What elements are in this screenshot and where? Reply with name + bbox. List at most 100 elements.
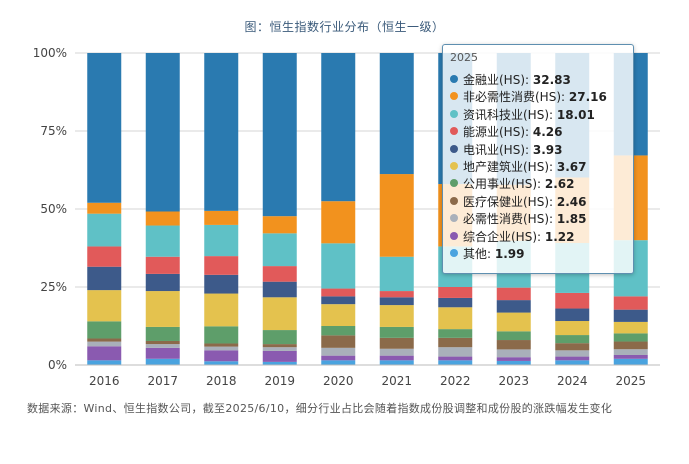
bar-segment (496, 357, 531, 361)
bar-segment (555, 335, 590, 344)
bar-segment (496, 360, 531, 365)
bar-segment (204, 361, 239, 365)
bar-segment (145, 256, 180, 274)
bar-segment (262, 297, 297, 331)
bar-segment (613, 349, 648, 355)
tooltip-label: 必需性消费(HS): (463, 212, 557, 227)
tooltip-value: 2.62 (544, 177, 575, 192)
bar-segment (321, 201, 356, 244)
bar-segment (262, 350, 297, 362)
legend-dot-icon (450, 214, 458, 223)
legend-dot-icon (450, 75, 458, 83)
bar-segment (87, 290, 122, 322)
tooltip-value: 4.26 (532, 125, 563, 140)
bar-segment (321, 326, 356, 336)
tooltip-row: 医疗保健业(HS): 2.46 (450, 193, 586, 210)
bar-segment (204, 350, 239, 362)
bar-segment (379, 256, 414, 292)
bar-segment (496, 349, 531, 358)
tooltip-row: 必需性消费(HS): 1.85 (450, 210, 586, 227)
bar-segment (145, 53, 180, 212)
source-footnote: 数据来源：Wind、恒生指数公司，截至2025/6/10，细分行业占比会随着指数… (27, 402, 613, 415)
bar-segment (438, 360, 473, 365)
tooltip-label: 金融业(HS): (463, 73, 533, 87)
bar-segment (379, 297, 414, 306)
bar-segment (438, 347, 473, 357)
bar-segment (321, 347, 356, 356)
bar-segment (321, 355, 356, 361)
x-tick-label: 2021 (381, 374, 412, 388)
tooltip-value: 27.16 (568, 90, 607, 105)
bar-segment (204, 326, 239, 344)
tooltip-row: 能源业(HS): 4.26 (450, 123, 562, 140)
bar-segment (555, 360, 590, 365)
bar-segment (145, 340, 180, 345)
bar-segment (321, 335, 356, 348)
tooltip-value: 2.46 (556, 194, 587, 209)
bar-segment (379, 305, 414, 327)
bar-segment (262, 53, 297, 217)
y-tick-label: 0% (48, 358, 67, 372)
tooltip-title: 2025 (450, 51, 478, 64)
bar-segment (321, 243, 356, 289)
tooltip-label: 公用事业(HS): (463, 177, 545, 192)
bar-segment (87, 338, 122, 342)
bar-segment (613, 333, 648, 342)
tooltip-row: 综合企业(HS): 1.22 (450, 228, 574, 245)
bar-segment (438, 287, 473, 298)
bar-segment (87, 360, 122, 365)
x-tick-label: 2025 (615, 374, 646, 388)
bar-segment (321, 360, 356, 365)
tooltip-row: 资讯科技业(HS): 18.01 (450, 106, 595, 123)
bar-segment (87, 246, 122, 267)
bar-segment (87, 53, 122, 203)
x-tick-label: 2017 (147, 374, 178, 388)
bar-segment (87, 266, 122, 291)
bar-segment (613, 358, 648, 365)
tooltip-value: 1.22 (544, 229, 575, 244)
tooltip-label: 综合企业(HS): (463, 229, 545, 244)
bar-segment (87, 341, 122, 347)
bar-segment (204, 346, 239, 351)
bar-segment (145, 347, 180, 359)
bar-segment (262, 361, 297, 365)
tooltip-row: 地产建筑业(HS): 3.67 (450, 158, 586, 175)
y-tick-label: 75% (40, 124, 67, 138)
chart-title: 图：恒生指数行业分布（恒生一级） (244, 20, 445, 34)
bar-segment (262, 216, 297, 234)
x-tick-label: 2022 (440, 374, 471, 388)
bar-segment (438, 356, 473, 361)
x-tick-label: 2019 (264, 374, 295, 388)
bar-segment (438, 307, 473, 330)
tooltip-row: 金融业(HS): 32.83 (450, 71, 571, 88)
tooltip-label: 能源业(HS): (463, 125, 533, 140)
bar-segment (204, 210, 239, 225)
bar-segment (262, 344, 297, 348)
tooltip-value: 32.83 (532, 73, 571, 87)
tooltip-value: 1.99 (494, 247, 525, 261)
bar-segment (204, 53, 239, 211)
bar-segment (613, 321, 648, 334)
legend-dot-icon (450, 231, 458, 240)
tooltip: 2025 金融业(HS): 32.83 非必需性消费(HS): 27.16 资讯科技… (442, 44, 634, 274)
bar-segment (379, 326, 414, 338)
bar-segment (379, 174, 414, 257)
bar-segment (87, 346, 122, 361)
bar-segment (379, 337, 414, 349)
bar-segment (145, 225, 180, 257)
legend-dot-icon (450, 127, 458, 136)
bar-segment (379, 53, 414, 175)
legend-dot-icon (450, 249, 458, 257)
tooltip-row: 非必需性消费(HS): 27.16 (450, 88, 607, 105)
bar-segment (87, 213, 122, 247)
bar-segment (145, 344, 180, 348)
legend-dot-icon (450, 179, 458, 188)
bar-segment (496, 300, 531, 313)
bar-segment (87, 202, 122, 214)
tooltip-label: 其他: (463, 247, 495, 261)
bar-segment (262, 281, 297, 298)
bar-segment (496, 331, 531, 341)
x-tick-label: 2023 (498, 374, 529, 388)
bar-segment (555, 343, 590, 351)
tooltip-row: 公用事业(HS): 2.62 (450, 175, 574, 192)
